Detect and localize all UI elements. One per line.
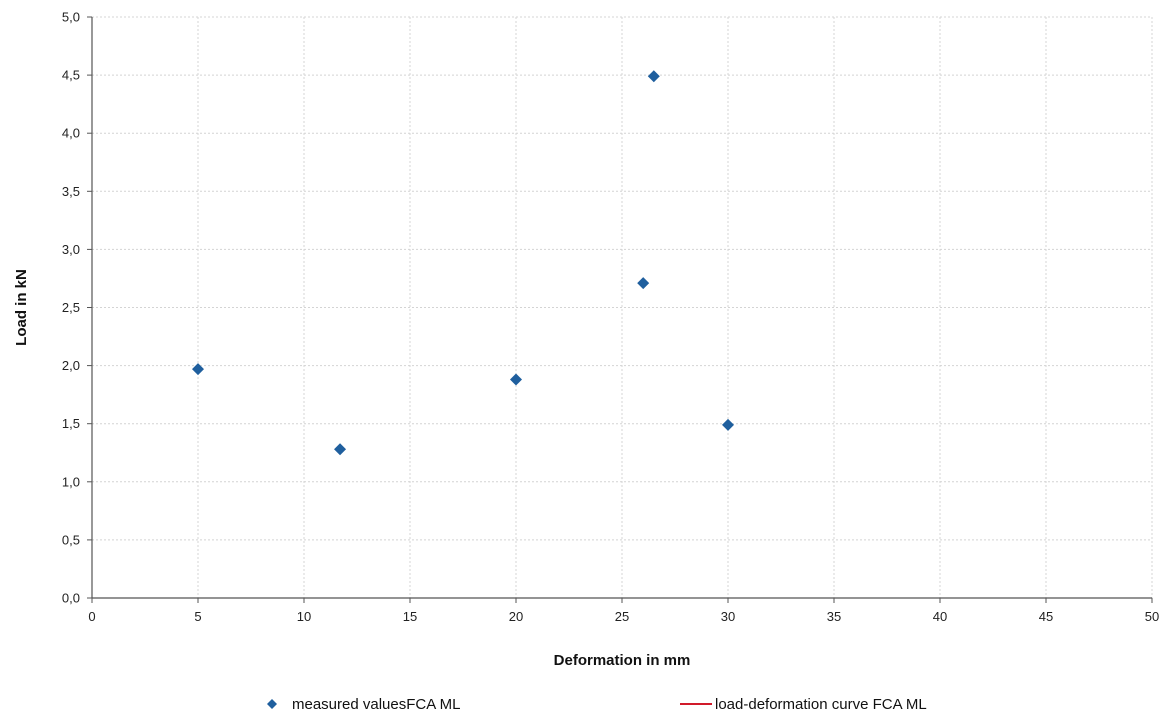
x-tick-label: 35 xyxy=(827,609,841,624)
y-tick-label: 4,5 xyxy=(62,68,80,83)
y-tick-label: 2,0 xyxy=(62,358,80,373)
y-tick-label: 1,5 xyxy=(62,416,80,431)
data-points xyxy=(192,70,734,456)
ticks: 0 5 10 15 20 25 30 35 40 45 50 0,0 0,5 1,0 1,5 2,0 2,5 3,… xyxy=(62,10,1159,625)
x-tick-label: 20 xyxy=(509,609,523,624)
x-tick-label: 50 xyxy=(1145,609,1159,624)
y-tick-label: 0,0 xyxy=(62,591,80,606)
legend-diamond-marker xyxy=(267,699,277,709)
y-tick-label: 2,5 xyxy=(62,300,80,315)
x-tick-label: 25 xyxy=(615,609,629,624)
y-tick-label: 4,0 xyxy=(62,126,80,141)
legend-label-curve: load-deformation curve FCA ML xyxy=(715,696,927,713)
y-tick-label: 3,5 xyxy=(62,184,80,199)
data-point xyxy=(192,363,204,376)
x-tick-label: 30 xyxy=(721,609,735,624)
x-tick-label: 15 xyxy=(403,609,417,624)
legend: measured valuesFCA ML load-deformation c… xyxy=(267,696,927,713)
data-point xyxy=(510,373,522,386)
grid xyxy=(92,16,1153,598)
data-point xyxy=(722,418,734,431)
data-point xyxy=(637,277,650,290)
data-point xyxy=(334,443,347,456)
x-tick-label: 0 xyxy=(88,609,95,624)
x-tick-label: 10 xyxy=(297,609,311,624)
legend-label-measured: measured valuesFCA ML xyxy=(292,696,460,713)
y-tick-label: 3,0 xyxy=(62,242,80,257)
y-axis-title: Load in kN xyxy=(13,269,30,346)
x-tick-label: 45 xyxy=(1039,609,1053,624)
x-axis-title: Deformation in mm xyxy=(554,652,691,669)
y-tick-label: 5,0 xyxy=(62,10,80,25)
y-tick-label: 0,5 xyxy=(62,532,80,547)
y-tick-label: 1,0 xyxy=(62,474,80,489)
legend-item-curve: load-deformation curve FCA ML xyxy=(680,696,927,713)
data-point xyxy=(647,70,660,83)
x-tick-label: 40 xyxy=(933,609,947,624)
legend-item-measured: measured valuesFCA ML xyxy=(267,696,460,713)
x-tick-label: 5 xyxy=(194,609,201,624)
